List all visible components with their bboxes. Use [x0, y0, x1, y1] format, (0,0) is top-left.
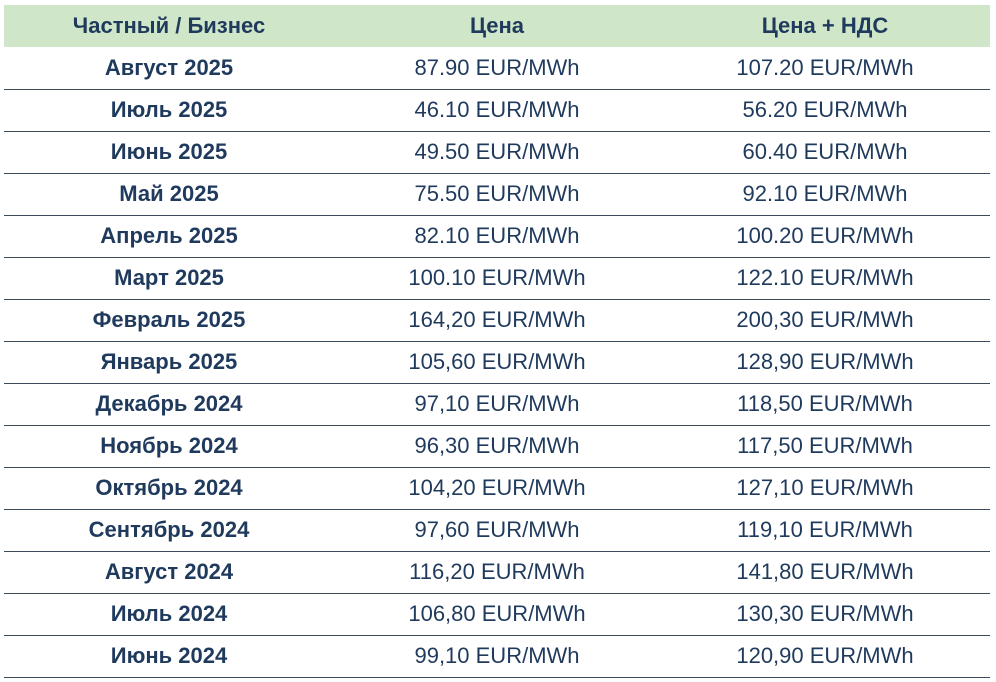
- row-price-vat: 107.20 EUR/MWh: [736, 54, 914, 80]
- table-row: Февраль 2025 164,20 EUR/MWh 200,30 EUR/M…: [4, 299, 990, 341]
- row-month: Апрель 2025: [100, 223, 238, 248]
- row-price: 96,30 EUR/MWh: [414, 433, 580, 458]
- row-price-vat: 200,30 EUR/MWh: [736, 307, 914, 332]
- row-price: 49.50 EUR/MWh: [414, 139, 580, 164]
- row-month: Июнь 2025: [110, 139, 228, 164]
- table-header: Частный / Бизнес Цена Цена + НДС: [4, 5, 990, 47]
- row-month: Август 2025: [104, 54, 234, 80]
- row-price-vat: 56.20 EUR/MWh: [742, 97, 908, 122]
- row-price-vat: 119,10 EUR/MWh: [737, 517, 913, 542]
- table-row: Октябрь 2024 104,20 EUR/MWh 127,10 EUR/M…: [4, 467, 990, 509]
- table-row: Март 2025 100.10 EUR/MWh 122.10 EUR/MWh: [4, 257, 990, 299]
- row-month: Август 2024: [104, 559, 234, 584]
- row-month: Май 2025: [119, 181, 219, 206]
- table-row: Июль 2024 106,80 EUR/MWh 130,30 EUR/MWh: [4, 593, 990, 635]
- row-price: 104,20 EUR/MWh: [408, 475, 586, 500]
- table-row: Май 2025 75.50 EUR/MWh 92.10 EUR/MWh: [4, 173, 990, 215]
- table-row: Июль 2025 46.10 EUR/MWh 56.20 EUR/MWh: [4, 89, 990, 131]
- row-price-vat: 130,30 EUR/MWh: [736, 601, 914, 626]
- table-row: Декабрь 2024 97,10 EUR/MWh 118,50 EUR/MW…: [4, 383, 990, 425]
- row-month: Сентябрь 2024: [88, 517, 250, 542]
- row-price: 97,60 EUR/MWh: [414, 517, 580, 542]
- row-price-vat: 118,50 EUR/MWh: [737, 391, 913, 416]
- row-price-vat: 141,80 EUR/MWh: [736, 559, 914, 584]
- row-month: Февраль 2025: [92, 307, 246, 332]
- row-month: Ноябрь 2024: [100, 433, 238, 458]
- table-row: Январь 2025 105,60 EUR/MWh 128,90 EUR/MW…: [4, 341, 990, 383]
- row-price-vat: 100.20 EUR/MWh: [736, 223, 914, 248]
- table-row: Ноябрь 2024 96,30 EUR/MWh 117,50 EUR/MWh: [4, 425, 990, 467]
- row-price: 97,10 EUR/MWh: [414, 391, 580, 416]
- row-price: 82.10 EUR/MWh: [414, 223, 580, 248]
- table-row: Июнь 2025 49.50 EUR/MWh 60.40 EUR/MWh: [4, 131, 990, 173]
- row-month: Декабрь 2024: [95, 391, 243, 416]
- row-month: Июль 2025: [110, 97, 228, 122]
- row-price: 87.90 EUR/MWh: [414, 54, 580, 80]
- row-month: Июль 2024: [110, 601, 228, 626]
- table-row: Июнь 2024 99,10 EUR/MWh 120,90 EUR/MWh: [4, 635, 990, 677]
- row-month: Октябрь 2024: [95, 475, 243, 500]
- row-price-vat: 117,50 EUR/MWh: [737, 433, 913, 458]
- row-month: Март 2025: [114, 265, 224, 290]
- row-month: Июнь 2024: [110, 643, 228, 668]
- header-price: Цена: [469, 13, 525, 38]
- row-price: 106,80 EUR/MWh: [408, 601, 586, 626]
- table-row: Апрель 2025 82.10 EUR/MWh 100.20 EUR/MWh: [4, 215, 990, 257]
- row-price: 116,20 EUR/MWh: [409, 559, 585, 584]
- header-customer-type: Частный / Бизнес: [72, 13, 266, 38]
- row-price: 164,20 EUR/MWh: [408, 307, 586, 332]
- row-price-vat: 127,10 EUR/MWh: [736, 475, 914, 500]
- row-price-vat: 92.10 EUR/MWh: [742, 181, 908, 206]
- table-body: Август 2025 87.90 EUR/MWh 107.20 EUR/MWh…: [4, 47, 990, 677]
- row-price: 105,60 EUR/MWh: [408, 349, 586, 374]
- row-price: 99,10 EUR/MWh: [414, 643, 580, 668]
- row-price-vat: 122.10 EUR/MWh: [736, 265, 914, 290]
- table-row: Сентябрь 2024 97,60 EUR/MWh 119,10 EUR/M…: [4, 509, 990, 551]
- row-price: 75.50 EUR/MWh: [414, 181, 580, 206]
- header-row: Частный / Бизнес Цена Цена + НДС: [4, 5, 990, 47]
- row-price: 46.10 EUR/MWh: [414, 97, 580, 122]
- row-price-vat: 128,90 EUR/MWh: [736, 349, 914, 374]
- price-table: Частный / Бизнес Цена Цена + НДС Август …: [4, 5, 990, 678]
- header-price-vat: Цена + НДС: [761, 13, 889, 38]
- row-price: 100.10 EUR/MWh: [408, 265, 586, 290]
- row-month: Январь 2025: [100, 349, 238, 374]
- row-price-vat: 60.40 EUR/MWh: [742, 139, 908, 164]
- table-row: Август 2025 87.90 EUR/MWh 107.20 EUR/MWh: [4, 47, 990, 89]
- row-price-vat: 120,90 EUR/MWh: [736, 643, 914, 668]
- table-row: Август 2024 116,20 EUR/MWh 141,80 EUR/MW…: [4, 551, 990, 593]
